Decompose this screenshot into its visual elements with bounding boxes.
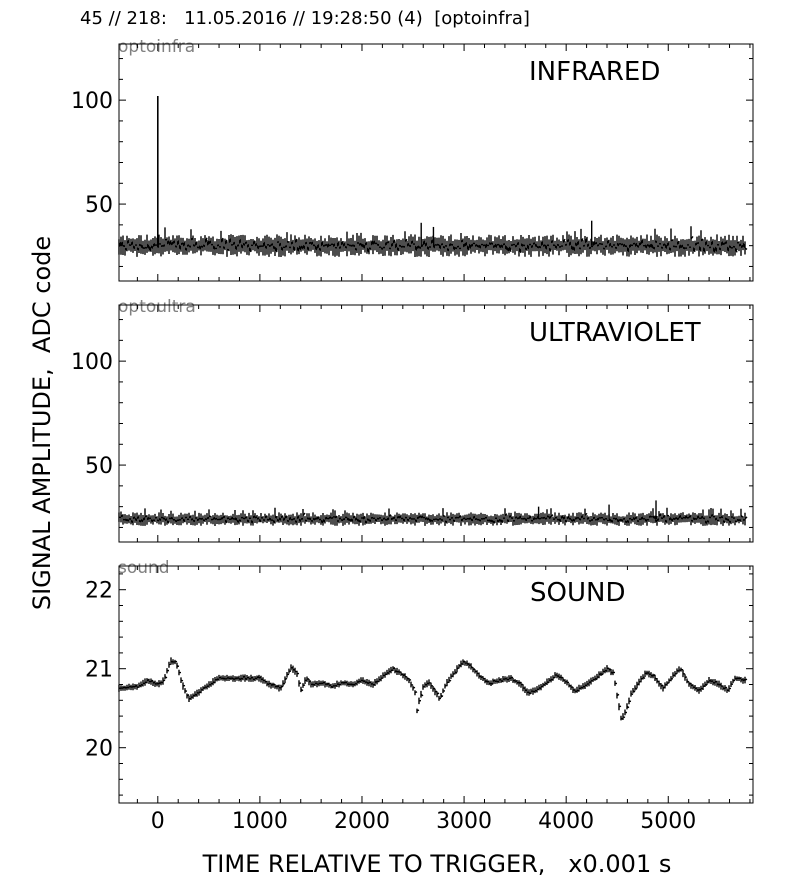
panel-annotation: SOUND <box>530 578 625 608</box>
x-tick-label: 0 <box>151 809 165 834</box>
x-tick-label: 1000 <box>232 809 288 834</box>
panel-optoinfra: optoinfra 50 100 INFRARED <box>71 37 754 282</box>
signal-trace <box>118 507 748 526</box>
panel-annotation: ULTRAVIOLET <box>529 318 701 348</box>
signal-trace <box>118 657 748 721</box>
y-tick-label: 50 <box>85 454 113 479</box>
channel-label: sound <box>118 558 170 578</box>
y-tick-label: 100 <box>71 350 113 375</box>
axes-frame <box>118 565 754 804</box>
x-tick-label: 4000 <box>538 809 594 834</box>
x-tick-label: 3000 <box>436 809 492 834</box>
panel-sound: sound 0 1000 2000 3000 4000 5000 20 21 22 SOUND <box>85 558 754 834</box>
y-tick-label: 100 <box>71 89 113 114</box>
panel-optoultra: optoultra 50 100 ULTRAVIOLET <box>71 297 754 543</box>
y-tick-label: 50 <box>85 193 113 218</box>
x-tick-label: 5000 <box>640 809 696 834</box>
channel-label: optoultra <box>118 297 196 317</box>
y-tick-label: 20 <box>85 737 113 762</box>
x-tick-label: 2000 <box>334 809 390 834</box>
channel-label: optoinfra <box>118 37 195 57</box>
figure-title: 45 // 218: 11.05.2016 // 19:28:50 (4) [o… <box>80 8 530 29</box>
y-tick-label: 22 <box>85 579 113 604</box>
x-axis-label: TIME RELATIVE TO TRIGGER, x0.001 s <box>202 850 672 878</box>
panel-annotation: INFRARED <box>529 57 660 87</box>
y-tick-label: 21 <box>85 658 113 683</box>
